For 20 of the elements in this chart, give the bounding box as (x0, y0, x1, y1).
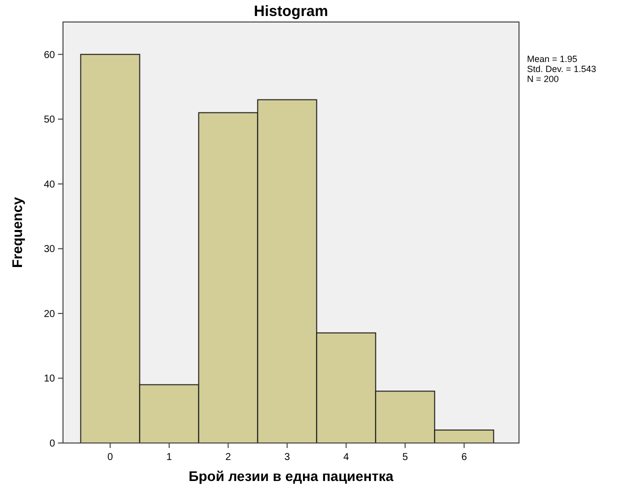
x-tick-label: 2 (225, 452, 232, 463)
x-tick-label: 5 (402, 452, 408, 463)
y-tick-label: 60 (44, 50, 56, 61)
x-tick-label: 6 (461, 452, 468, 463)
y-tick-label: 30 (44, 244, 56, 256)
x-tick-label: 4 (343, 452, 350, 463)
y-tick-label: 50 (44, 114, 56, 126)
x-tick-label: 0 (107, 452, 114, 463)
x-axis-title: Брой лезии в една пациентка (188, 468, 394, 484)
x-tick-label: 3 (284, 452, 290, 463)
chart-title: Histogram (254, 3, 328, 20)
text: Mean = 1.95 (527, 54, 578, 64)
text: Std. Dev. = 1.543 (527, 64, 596, 74)
y-axis-title: Frequency (9, 196, 25, 268)
y-tick-label: 10 (44, 374, 56, 385)
y-tick-label: 0 (49, 438, 56, 450)
text: N = 200 (527, 74, 559, 84)
y-tick-label: 20 (44, 308, 56, 320)
x-tick-label: 1 (166, 452, 172, 463)
y-tick-label: 40 (44, 179, 56, 190)
